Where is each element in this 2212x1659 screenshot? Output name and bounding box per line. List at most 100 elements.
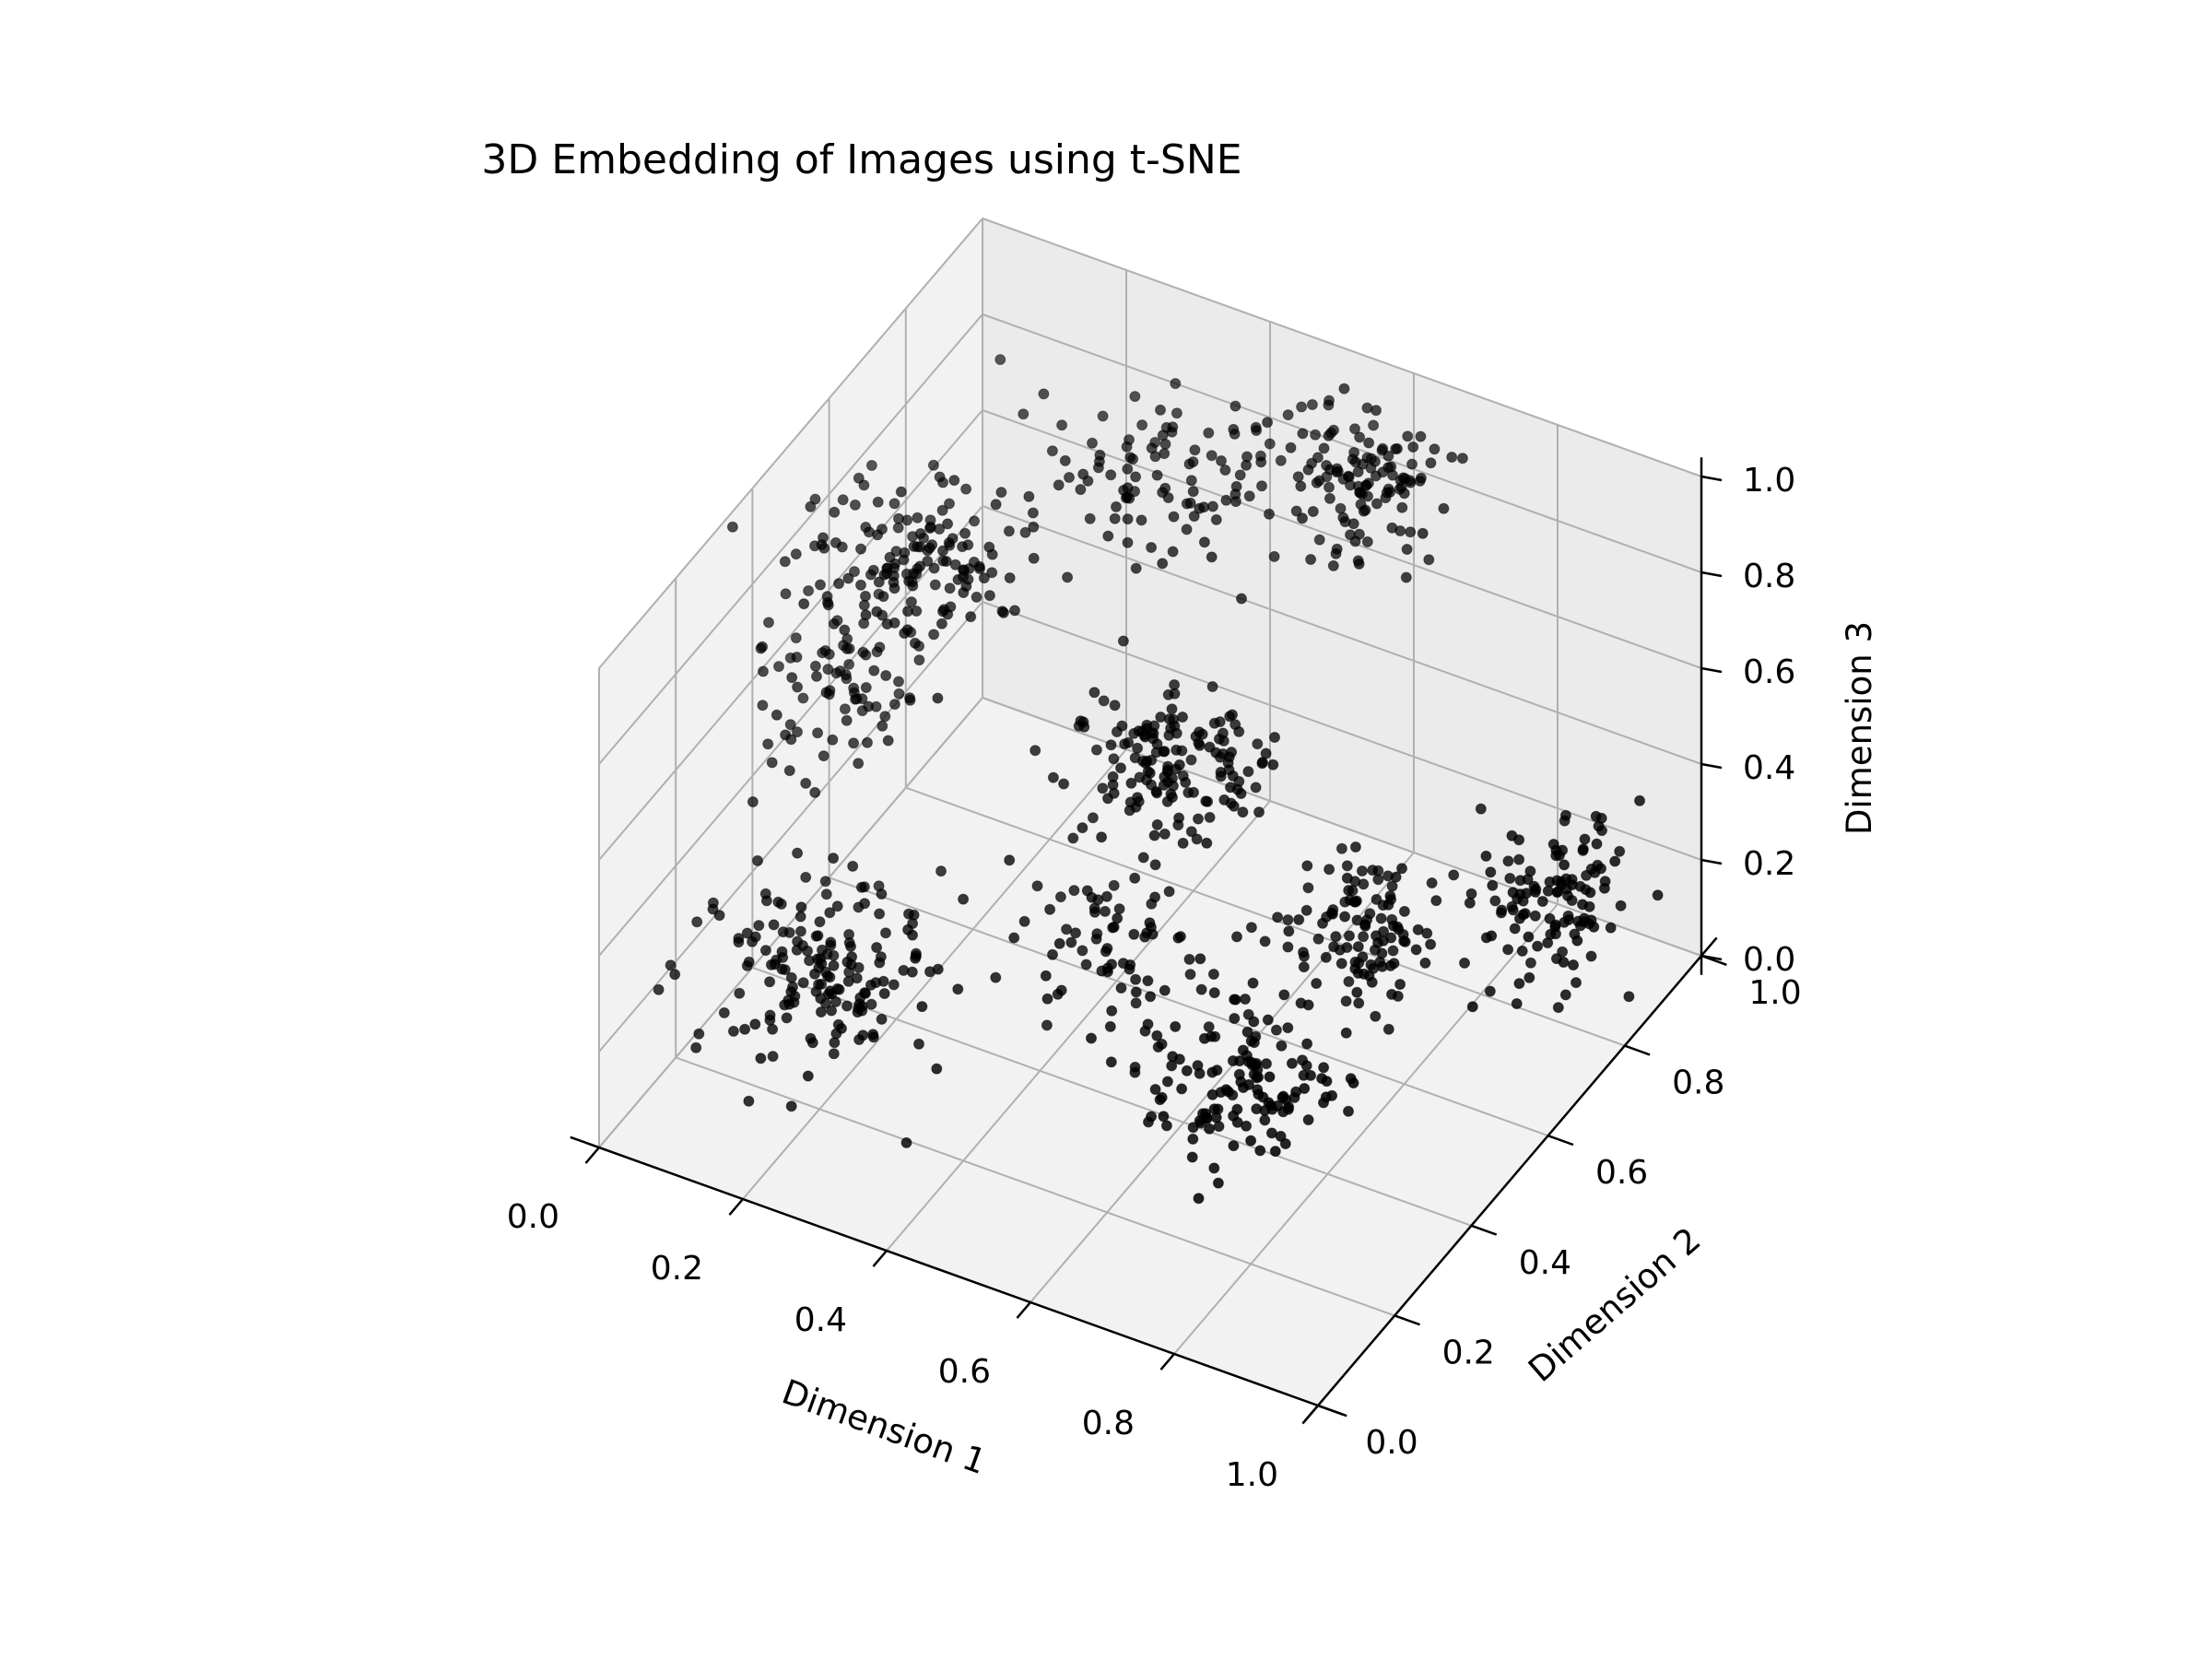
data-point (1122, 482, 1134, 494)
data-point (1038, 388, 1050, 400)
data-point (1177, 837, 1189, 849)
data-point (1349, 423, 1360, 435)
data-point (791, 652, 803, 663)
data-point (882, 735, 894, 747)
data-point (1167, 546, 1179, 558)
data-point (859, 898, 871, 910)
data-point (749, 1018, 761, 1030)
data-point (827, 734, 839, 746)
data-point (1182, 787, 1194, 798)
data-point (932, 963, 944, 975)
data-point (1425, 457, 1437, 469)
data-point (1106, 1005, 1118, 1017)
data-point (825, 939, 837, 951)
data-point (1305, 1069, 1316, 1081)
data-point (1475, 803, 1487, 815)
data-point (1341, 872, 1353, 884)
data-point (1394, 979, 1406, 990)
data-point (1297, 512, 1308, 524)
data-point (713, 910, 725, 922)
data-point (1143, 1116, 1154, 1128)
data-point (862, 736, 873, 748)
data-point (1353, 558, 1365, 570)
data-point (1184, 497, 1196, 509)
data-point (1159, 448, 1171, 460)
data-point (860, 590, 871, 602)
data-point (1144, 767, 1156, 779)
data-point (1132, 792, 1144, 804)
y-tick (1700, 954, 1727, 966)
data-point (1263, 1097, 1275, 1109)
data-point (1056, 419, 1068, 431)
data-point (759, 945, 771, 957)
data-point (1193, 813, 1204, 825)
data-point (757, 641, 769, 653)
data-point (1385, 461, 1397, 473)
data-point (797, 692, 809, 704)
data-point (784, 719, 796, 731)
data-point (691, 916, 703, 928)
data-point (785, 971, 797, 983)
data-point (1299, 1083, 1311, 1094)
data-point (841, 633, 853, 645)
data-point (893, 676, 904, 688)
data-point (1347, 453, 1359, 465)
data-point (1559, 859, 1571, 871)
data-point (1293, 913, 1305, 925)
data-point (1276, 1040, 1288, 1052)
data-point (901, 624, 913, 636)
data-point (812, 953, 823, 965)
data-point (874, 641, 886, 653)
data-point (1208, 987, 1220, 999)
data-point (1077, 945, 1088, 957)
data-point (914, 528, 926, 539)
data-point (1195, 983, 1207, 995)
data-point (932, 692, 944, 704)
data-point (1251, 425, 1263, 436)
data-point (815, 1006, 827, 1018)
data-point (1282, 914, 1294, 925)
data-point (1255, 456, 1267, 468)
data-point (867, 564, 879, 576)
data-point (1486, 930, 1498, 942)
data-point (1390, 443, 1402, 455)
data-point (1513, 978, 1525, 990)
z-tick-label: 0.2 (1743, 845, 1795, 883)
data-point (1211, 1065, 1223, 1077)
data-point (1151, 818, 1163, 830)
data-point (1296, 401, 1308, 413)
data-point (1245, 1135, 1257, 1147)
data-point (1330, 931, 1342, 943)
data-point (1204, 1123, 1216, 1135)
data-point (1365, 453, 1377, 465)
data-point (1295, 997, 1307, 1009)
data-point (1247, 977, 1259, 989)
data-point (1075, 484, 1087, 496)
grid-line (675, 1056, 1395, 1317)
data-point (1496, 904, 1508, 916)
data-point (922, 555, 934, 567)
data-point (1173, 759, 1185, 771)
data-point (907, 929, 918, 941)
data-point (815, 993, 827, 1005)
data-point (1170, 1020, 1182, 1032)
data-point (1410, 944, 1422, 956)
data-point (781, 1012, 793, 1024)
data-point (1219, 465, 1231, 476)
data-point (790, 548, 802, 560)
data-point (1207, 969, 1219, 980)
data-point (1487, 879, 1499, 891)
data-point (1380, 492, 1392, 504)
data-point (1212, 1177, 1224, 1189)
data-point (757, 700, 769, 712)
data-point (1127, 453, 1139, 465)
data-point (1400, 571, 1412, 583)
data-point (879, 711, 891, 723)
data-point (1136, 419, 1148, 431)
data-point (1335, 958, 1347, 970)
data-point (1277, 1106, 1289, 1118)
data-point (1105, 1056, 1117, 1068)
data-point (929, 579, 941, 591)
data-point (1220, 1084, 1232, 1096)
data-point (727, 1025, 739, 1037)
